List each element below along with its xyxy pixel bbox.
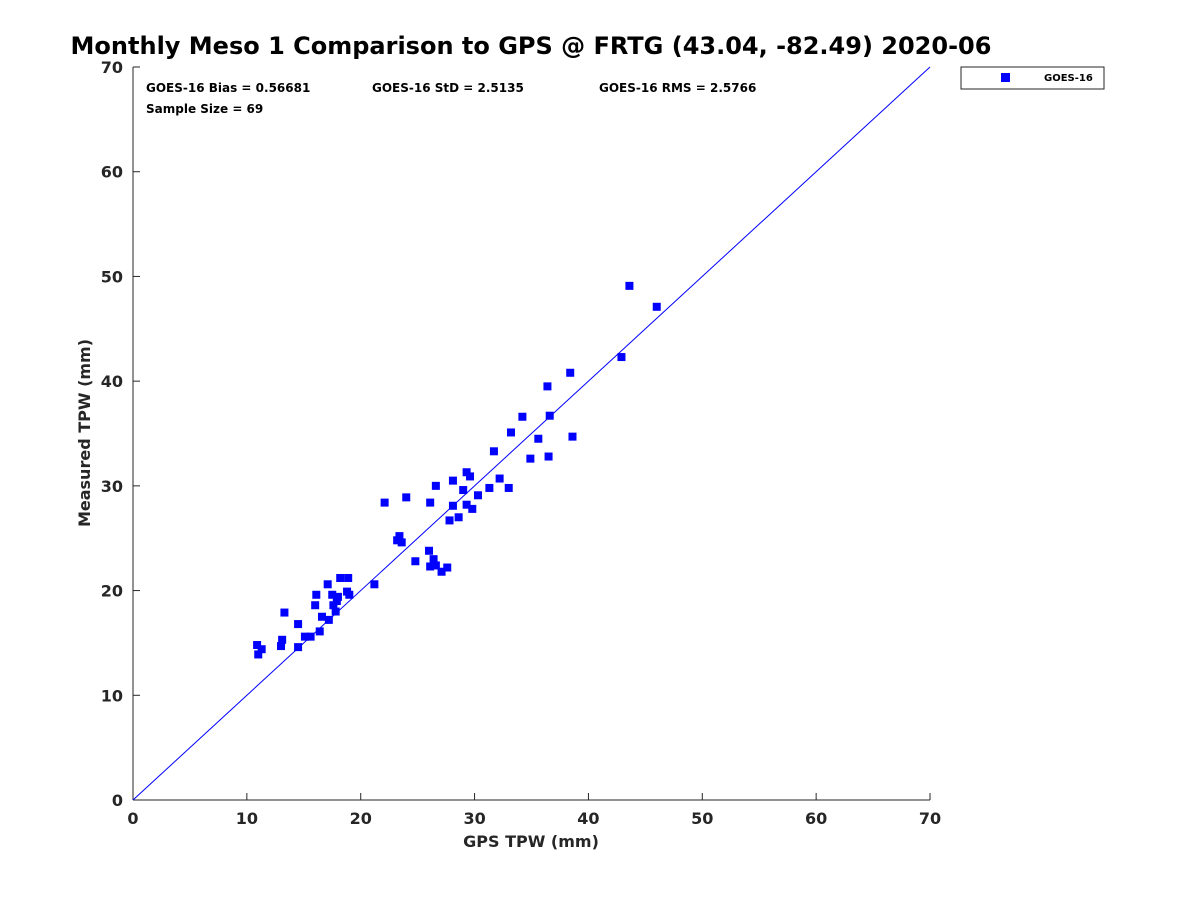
data-point: [568, 432, 577, 441]
data-point: [652, 302, 661, 311]
bias-stat: GOES-16 Bias = 0.56681: [146, 81, 310, 95]
data-point: [544, 452, 553, 461]
data-point: [253, 641, 262, 650]
data-point: [300, 632, 309, 641]
data-point: [437, 567, 446, 576]
data-point: [315, 627, 324, 636]
data-point: [306, 632, 315, 641]
data-point: [402, 493, 411, 502]
data-point: [333, 592, 342, 601]
data-point: [318, 612, 327, 621]
data-point: [617, 353, 626, 362]
rms-stat: GOES-16 RMS = 2.5766: [599, 81, 756, 95]
data-point: [294, 643, 303, 652]
y-tick-label: 10: [101, 686, 123, 705]
x-axis-label: GPS TPW (mm): [463, 832, 599, 851]
data-points: [253, 281, 661, 659]
x-tick-label: 60: [805, 809, 827, 828]
data-point: [324, 615, 333, 624]
data-point: [393, 536, 402, 545]
std-stat: GOES-16 StD = 2.5135: [372, 81, 524, 95]
data-point: [278, 635, 287, 644]
data-point: [459, 486, 468, 495]
data-point: [462, 468, 471, 477]
data-point: [257, 645, 266, 654]
data-point: [345, 590, 354, 599]
sample-size-stat: Sample Size = 69: [146, 102, 263, 116]
data-point: [395, 532, 404, 541]
y-tick-label: 50: [101, 267, 123, 286]
data-point: [370, 580, 379, 589]
x-tick-label: 40: [577, 809, 599, 828]
data-point: [397, 538, 406, 547]
y-tick-label: 60: [101, 163, 123, 182]
data-point: [323, 580, 332, 589]
data-point: [431, 481, 440, 490]
data-point: [545, 411, 554, 420]
data-point: [277, 642, 286, 651]
data-point: [485, 483, 494, 492]
data-point: [380, 498, 389, 507]
x-ticks: 0 10 20 30 40 50 60 70: [127, 793, 941, 828]
data-point: [328, 590, 337, 599]
data-point: [331, 607, 340, 616]
data-point: [526, 454, 535, 463]
x-tick-label: 0: [127, 809, 138, 828]
data-point: [294, 620, 303, 629]
data-point: [448, 476, 457, 485]
data-point: [495, 474, 504, 483]
data-point: [534, 434, 543, 443]
data-point: [425, 546, 434, 555]
data-point: [254, 650, 263, 659]
data-point: [566, 368, 575, 377]
x-tick-label: 70: [919, 809, 941, 828]
data-point: [431, 561, 440, 570]
data-point: [625, 281, 634, 290]
data-point: [518, 412, 527, 421]
y-ticks: 0 10 20 30 40 50 60 70: [101, 58, 140, 810]
one-to-one-line: [132, 66, 931, 801]
data-point: [445, 516, 454, 525]
data-point: [332, 597, 341, 606]
y-tick-label: 30: [101, 477, 123, 496]
y-tick-label: 20: [101, 582, 123, 601]
x-tick-label: 30: [463, 809, 485, 828]
data-point: [344, 574, 353, 583]
data-point: [454, 513, 463, 522]
data-point: [280, 608, 289, 617]
data-point: [462, 500, 471, 509]
data-point: [468, 504, 477, 513]
data-point: [311, 601, 320, 610]
y-tick-label: 40: [101, 372, 123, 391]
data-point: [504, 483, 513, 492]
y-tick-label: 0: [112, 791, 123, 810]
data-point: [429, 555, 438, 564]
y-tick-label: 70: [101, 58, 123, 77]
data-point: [426, 498, 435, 507]
x-tick-label: 50: [691, 809, 713, 828]
data-point: [473, 491, 482, 500]
data-point: [443, 563, 452, 572]
legend: GOES-16: [960, 66, 1105, 90]
data-point: [489, 447, 498, 456]
data-point: [329, 601, 338, 610]
data-point: [466, 472, 475, 481]
data-point: [507, 428, 516, 437]
chart-title: Monthly Meso 1 Comparison to GPS @ FRTG …: [71, 32, 992, 60]
legend-marker: [1001, 73, 1010, 82]
x-tick-label: 20: [350, 809, 372, 828]
data-point: [426, 562, 435, 571]
data-point: [543, 382, 552, 391]
y-axis-label: Measured TPW (mm): [75, 339, 94, 527]
legend-label: GOES-16: [1044, 73, 1093, 84]
data-point: [312, 590, 321, 599]
legend-box: [960, 66, 1105, 90]
data-point: [448, 501, 457, 510]
data-point: [336, 574, 345, 583]
data-point: [411, 557, 420, 566]
x-tick-label: 10: [236, 809, 258, 828]
